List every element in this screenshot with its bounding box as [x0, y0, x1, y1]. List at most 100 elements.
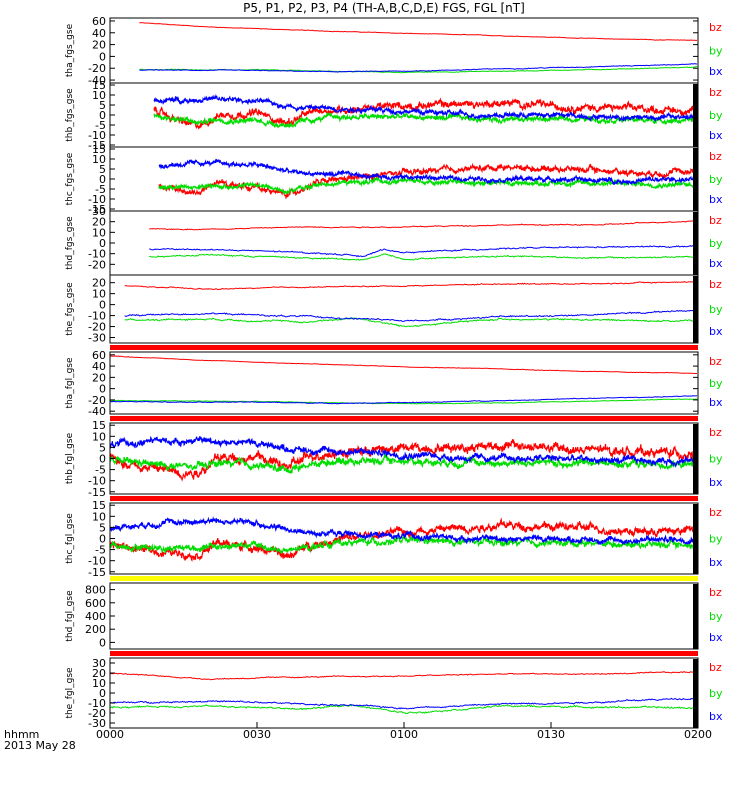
legend-bz: bz: [709, 278, 722, 291]
y-tick-label: 0: [99, 237, 106, 250]
y-tick-label: -40: [88, 405, 106, 418]
y-tick-label: -10: [88, 697, 106, 710]
y-tick-label: 15: [92, 499, 106, 512]
y-tick-label: -10: [88, 129, 106, 142]
y-tick-label: -30: [88, 717, 106, 730]
series-bz-tha_fgl_gse: [110, 355, 698, 374]
quality-flag-bar: [110, 345, 698, 350]
y-axis-label: tha_fgs_gse: [65, 23, 75, 77]
plot-title: P5, P1, P2, P3, P4 (TH-A,B,C,D,E) FGS, F…: [243, 1, 525, 15]
y-tick-label: -20: [88, 394, 106, 407]
y-tick-label: -15: [88, 139, 106, 152]
series-by-thc_fgl_gse: [110, 535, 698, 555]
series-bx-the_fgs_gse: [124, 309, 698, 322]
y-axis-label: thc_fgl_gse: [65, 513, 75, 564]
series-bx-tha_fgs_gse: [139, 63, 698, 73]
y-tick-label: 30: [92, 657, 106, 670]
y-axis-label: the_fgs_gse: [65, 282, 75, 336]
series-bz-the_fgl_gse: [110, 671, 698, 681]
y-tick-label: 20: [92, 371, 106, 384]
y-tick-label: -10: [88, 310, 106, 323]
series-bx-thd_fgs_gse: [149, 245, 698, 258]
x-tick-label: 0130: [537, 728, 565, 741]
time-axis: hhmm 2013 May 28 0000 0030 0100 0130 0200: [4, 722, 712, 752]
panel-frame: [109, 657, 699, 729]
y-tick-label: 40: [92, 27, 106, 40]
time-axis-label-line1: hhmm: [4, 728, 39, 741]
y-tick-label: 10: [92, 153, 106, 166]
y-tick-label: -15: [88, 486, 106, 499]
y-tick-label: -20: [88, 707, 106, 720]
y-tick-label: 0: [99, 453, 106, 466]
quality-flag-bar: [110, 496, 698, 501]
series-bz-thc_fgl_gse: [110, 517, 698, 562]
y-tick-label: 600: [85, 597, 106, 610]
series-bx-the_fgl_gse: [110, 697, 698, 710]
y-axis-label: thd_fgs_gse: [65, 216, 75, 270]
legend-bx: bx: [709, 631, 723, 644]
y-axis-label: thb_fgl_gse: [65, 432, 75, 484]
y-tick-label: 200: [85, 623, 106, 636]
y-tick-label: 0: [99, 383, 106, 396]
y-tick-label: 0: [99, 687, 106, 700]
series-bx-tha_fgl_gse: [110, 395, 698, 405]
series-bz-thc_fgs_gse: [158, 162, 698, 199]
x-tick-label: 0100: [390, 728, 418, 741]
legend-bz: bz: [709, 86, 722, 99]
time-axis-label-line2: 2013 May 28: [4, 739, 76, 752]
y-tick-label: -5: [95, 544, 106, 557]
y-tick-label: 20: [92, 277, 106, 290]
y-tick-label: 10: [92, 89, 106, 102]
y-tick-label: 800: [85, 584, 106, 597]
y-tick-label: -10: [88, 193, 106, 206]
legend-by: by: [709, 687, 723, 700]
y-tick-label: 0: [99, 109, 106, 122]
legend-by: by: [709, 377, 723, 390]
y-tick-label: -30: [88, 332, 106, 345]
y-tick-label: 40: [92, 360, 106, 373]
legend-bx: bx: [709, 193, 723, 206]
series-bz-the_fgs_gse: [124, 281, 698, 291]
series-bz-tha_fgs_gse: [139, 22, 698, 42]
y-tick-label: 0: [99, 533, 106, 546]
quality-flag-bar: [110, 576, 698, 581]
y-tick-label: 60: [92, 15, 106, 28]
legend-bz: bz: [709, 586, 722, 599]
x-tick-label: 0030: [243, 728, 271, 741]
series-bx-thb_fgl_gse: [110, 435, 698, 468]
y-tick-label: 10: [92, 677, 106, 690]
legend-by: by: [709, 45, 723, 58]
y-tick-label: -10: [88, 248, 106, 261]
legend-bx: bx: [709, 556, 723, 569]
legend-bz: bz: [709, 150, 722, 163]
y-tick-label: 5: [99, 521, 106, 534]
legend-bz: bz: [709, 661, 722, 674]
y-axis-label: thb_fgs_gse: [65, 88, 75, 142]
legend-by: by: [709, 610, 723, 623]
y-tick-label: 20: [92, 39, 106, 52]
data-gap-strip: [693, 276, 698, 343]
y-tick-label: -10: [88, 555, 106, 568]
legend-by: by: [709, 453, 723, 466]
legend-bx: bx: [709, 129, 723, 142]
legend-bx: bx: [709, 396, 723, 409]
y-tick-label: -15: [88, 566, 106, 579]
legend-by: by: [709, 109, 723, 122]
series-bz-thd_fgs_gse: [149, 220, 698, 231]
series-bx-thc_fgs_gse: [158, 158, 698, 186]
series-by-thc_fgs_gse: [158, 176, 698, 196]
y-axis-label: thc_fgs_gse: [65, 152, 75, 205]
legend-bz: bz: [709, 355, 722, 368]
y-axis-label: thd_fgl_gse: [65, 590, 75, 642]
series-by-thd_fgs_gse: [148, 253, 698, 261]
y-tick-label: -5: [95, 119, 106, 132]
series-by-tha_fgl_gse: [110, 398, 698, 405]
y-axis-label: the_fgl_gse: [65, 667, 75, 719]
